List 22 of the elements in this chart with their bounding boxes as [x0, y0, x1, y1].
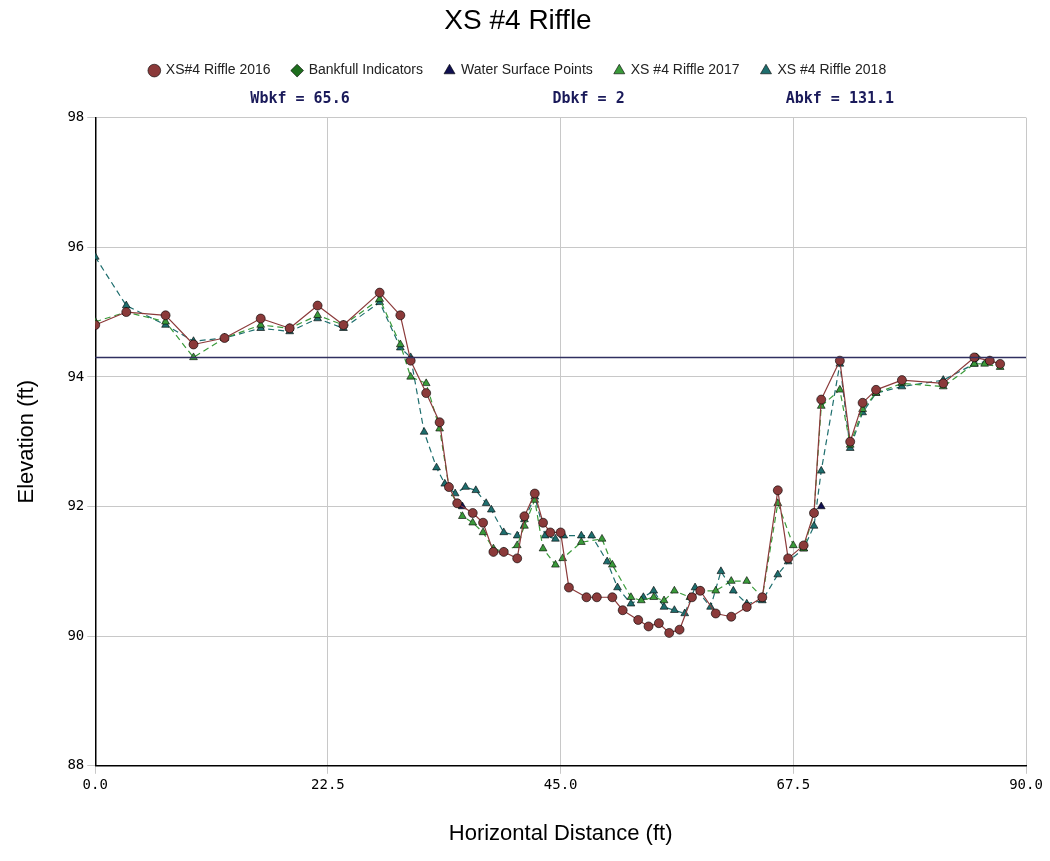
- y-tick-label: 90: [67, 626, 85, 643]
- legend-label: Bankfull Indicators: [308, 61, 424, 78]
- y-tick-label: 96: [67, 237, 85, 254]
- x-tick-label: 67.5: [776, 775, 811, 792]
- y-axis-title: Elevation (ft): [13, 379, 39, 504]
- y-tick-label: 94: [67, 367, 85, 384]
- y-tick-label: 98: [67, 108, 85, 125]
- text: Abkf = 131.1: [785, 89, 895, 108]
- x-tick-label: 90.0: [1009, 775, 1043, 792]
- y-tick-label: 92: [67, 497, 85, 514]
- legend-label: Water Surface Points: [461, 61, 593, 78]
- legend-label: XS #4 Riffle 2017: [630, 61, 740, 78]
- legend-label: XS#4 Riffle 2016: [165, 61, 271, 78]
- x-tick-label: 45.0: [543, 775, 578, 792]
- chart-title: XS #4 Riffle: [444, 3, 592, 35]
- text: Dbkf = 2: [552, 89, 625, 108]
- x-axis-title: Horizontal Distance (ft): [448, 819, 673, 845]
- text: Wbkf = 65.6: [250, 89, 350, 108]
- x-tick-label: 22.5: [311, 775, 345, 792]
- legend-label: XS #4 Riffle 2018: [777, 61, 887, 78]
- y-tick-label: 88: [67, 756, 85, 773]
- x-tick-label: 0.0: [82, 775, 108, 792]
